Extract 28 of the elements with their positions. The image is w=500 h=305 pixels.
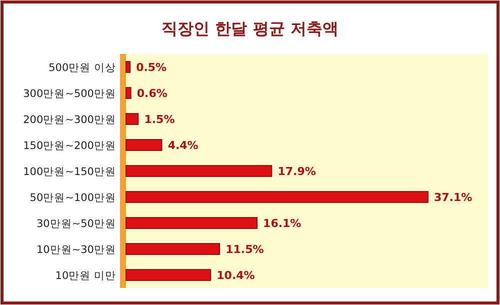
bar xyxy=(126,139,162,151)
data-label: 1.5% xyxy=(144,113,175,126)
y-tick-label: 50만원~100만원 xyxy=(30,192,116,204)
chart-title: 직장인 한달 평균 저축액 xyxy=(162,19,338,38)
bar xyxy=(126,269,212,281)
data-label: 10.4% xyxy=(216,269,255,282)
bar xyxy=(126,61,130,73)
y-tick-label: 300만원~500만원 xyxy=(23,88,116,100)
bar xyxy=(126,217,258,229)
data-label: 16.1% xyxy=(263,217,302,230)
y-tick-label: 500만원 이상 xyxy=(48,62,116,74)
bar xyxy=(126,87,132,99)
data-label: 0.6% xyxy=(136,87,168,100)
data-label: 4.4% xyxy=(168,139,198,152)
y-tick-label: 200만원~300만원 xyxy=(23,114,116,126)
data-label: 11.5% xyxy=(226,243,264,256)
y-tick-label: 150만원~200만원 xyxy=(23,140,116,152)
bar xyxy=(126,165,272,177)
y-tick-label: 30만원~50만원 xyxy=(36,218,116,230)
bar xyxy=(126,191,428,203)
y-tick-label: 100만원~150만원 xyxy=(23,166,116,178)
data-label: 0.5% xyxy=(136,61,167,74)
bar xyxy=(126,113,139,125)
y-tick-label: 10만원~30만원 xyxy=(36,244,116,256)
data-label: 17.9% xyxy=(278,165,316,178)
bar xyxy=(126,243,220,255)
y-tick-label: 10만원 미만 xyxy=(55,270,116,282)
data-label: 37.1% xyxy=(434,191,472,204)
